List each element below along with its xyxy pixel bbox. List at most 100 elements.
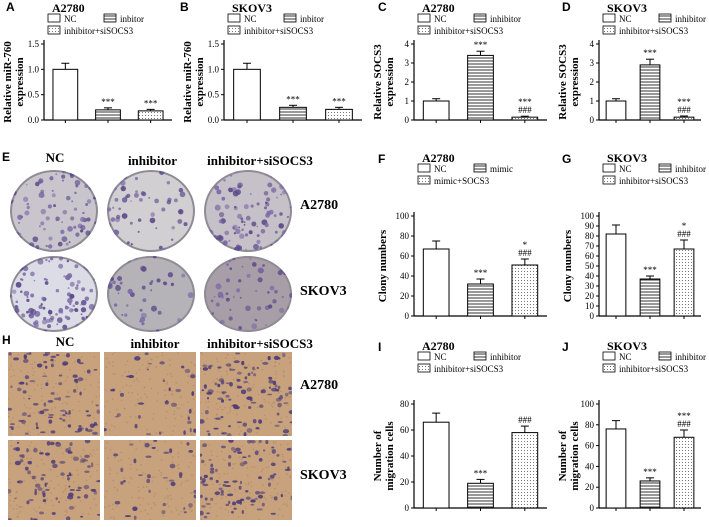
y-tick-label: 60 — [400, 425, 410, 435]
panel-label-g: G — [562, 152, 572, 166]
y-tick-label: 40 — [400, 271, 410, 281]
y-tick-label: 3 — [590, 58, 595, 68]
y-tick-label: 100 — [396, 211, 410, 221]
y-axis-label: Relative miR-760 — [2, 41, 14, 123]
dish-texture — [10, 256, 98, 332]
colony-col-inhibitor-sisocs3: inhibitor+siSOCS3 — [207, 153, 313, 168]
y-tick-label: 30 — [585, 281, 595, 291]
bar — [639, 64, 661, 121]
legend-label: mimic+SOCS3 — [434, 176, 490, 186]
y-tick-label: 0 — [405, 503, 410, 513]
bar — [137, 110, 164, 121]
membrane-texture — [200, 352, 292, 436]
y-tick-label: 0.5 — [208, 90, 220, 100]
dish-texture — [107, 256, 195, 332]
panel-label-f: F — [378, 152, 386, 166]
bar — [52, 68, 79, 121]
significance-mark: *** — [474, 468, 488, 478]
panel-label-a: A — [6, 0, 15, 14]
legend-label: NC — [434, 14, 447, 24]
legend-label: inhibitor — [675, 352, 706, 362]
y-tick-label: 0.0 — [28, 115, 40, 125]
chart-d: SKOV3 NC inhibitor inhibitor+siSOCS3 0 1 2 3 4 Re… — [555, 0, 709, 140]
bar — [673, 436, 695, 509]
significance-mark: *** — [643, 467, 657, 477]
colony-col-nc: NC — [45, 150, 65, 165]
legend-swatch — [602, 363, 616, 373]
y-tick-label: 60 — [585, 441, 595, 451]
y-tick-label: 3 — [405, 58, 410, 68]
membrane-texture — [8, 352, 100, 436]
migration-photo-a2780-nc — [8, 352, 100, 436]
bar — [467, 54, 494, 121]
legend-label: NC — [619, 14, 632, 24]
y-tick-label: 100 — [581, 211, 595, 221]
bar — [511, 432, 539, 509]
significance-mark: ### — [518, 415, 532, 425]
chart-title: A2780 — [422, 1, 455, 15]
significance-mark: *** — [474, 268, 488, 278]
legend-swatch — [417, 163, 431, 173]
y-axis-label: Number of — [557, 430, 569, 481]
legend-swatch — [658, 351, 672, 361]
legend-swatch — [473, 13, 487, 23]
y-tick-label: 0.0 — [208, 115, 220, 125]
chart-a: A2780 NC inbitor inhibitor+siSOCS3 0.0 0.5 1.0… — [0, 0, 180, 140]
membrane-texture — [200, 440, 292, 520]
bar — [639, 480, 661, 509]
y-tick-label: 1 — [405, 96, 410, 106]
panel-label-e: E — [2, 150, 11, 164]
chart-title: SKOV3 — [607, 339, 647, 353]
bar — [279, 106, 307, 121]
legend-label: inhibitor — [490, 352, 521, 362]
legend-label: inhibitor — [675, 164, 706, 174]
dish-texture — [204, 256, 292, 332]
bar — [467, 482, 494, 509]
y-tick-label: 1.0 — [28, 64, 40, 74]
panel-label-b: B — [180, 0, 189, 14]
bar — [467, 283, 494, 317]
y-tick-label: 100 — [581, 399, 595, 409]
chart-title: A2780 — [422, 151, 455, 165]
legend-label: inhibitor — [490, 14, 521, 24]
legend-label: inhibitor+siSOCS3 — [434, 364, 504, 374]
legend-label: inbitor — [300, 14, 324, 24]
bar — [422, 248, 450, 317]
legend-label: NC — [244, 14, 257, 24]
legend-swatch — [417, 13, 431, 23]
significance-mark: *** — [643, 48, 657, 58]
significance-mark: * — [523, 240, 528, 250]
significance-mark: *** — [677, 97, 691, 107]
y-axis-label: Number of — [372, 430, 384, 481]
y-tick-label: 40 — [585, 461, 595, 471]
chart-j: SKOV3 NC inhibitor inhibitor+siSOCS3 0 20 40 60… — [555, 338, 709, 522]
colony-dish-a2780-nc — [10, 170, 98, 252]
migration-photo-skov3-inhibitor — [104, 440, 196, 520]
panel-label-h: H — [2, 333, 11, 347]
significance-mark: *** — [677, 411, 691, 421]
y-tick-label: 1.0 — [208, 64, 220, 74]
y-tick-label: 80 — [585, 231, 595, 241]
significance-mark: ### — [677, 419, 691, 429]
y-tick-label: 40 — [585, 271, 595, 281]
significance-mark: *** — [518, 97, 532, 107]
migration-col-inhibitor-sisocs3: inhibitor+siSOCS3 — [207, 336, 313, 351]
membrane-texture — [104, 440, 196, 520]
colony-dish-a2780-inhibitor — [107, 170, 195, 252]
y-axis-label: expression — [194, 57, 206, 106]
panel-label-d: D — [562, 0, 571, 14]
significance-mark: ### — [677, 105, 691, 115]
y-tick-label: 0 — [590, 115, 595, 125]
y-tick-label: 2 — [405, 77, 410, 87]
y-tick-label: 20 — [400, 291, 410, 301]
bar — [673, 116, 695, 121]
y-tick-label: 10 — [585, 301, 595, 311]
migration-photo-skov3-nc — [8, 440, 100, 520]
legend-label: NC — [434, 164, 447, 174]
migration-row-skov3: SKOV3 — [300, 468, 347, 483]
bar — [325, 108, 353, 121]
significance-mark: *** — [101, 97, 115, 107]
y-tick-label: 1.5 — [28, 39, 40, 49]
